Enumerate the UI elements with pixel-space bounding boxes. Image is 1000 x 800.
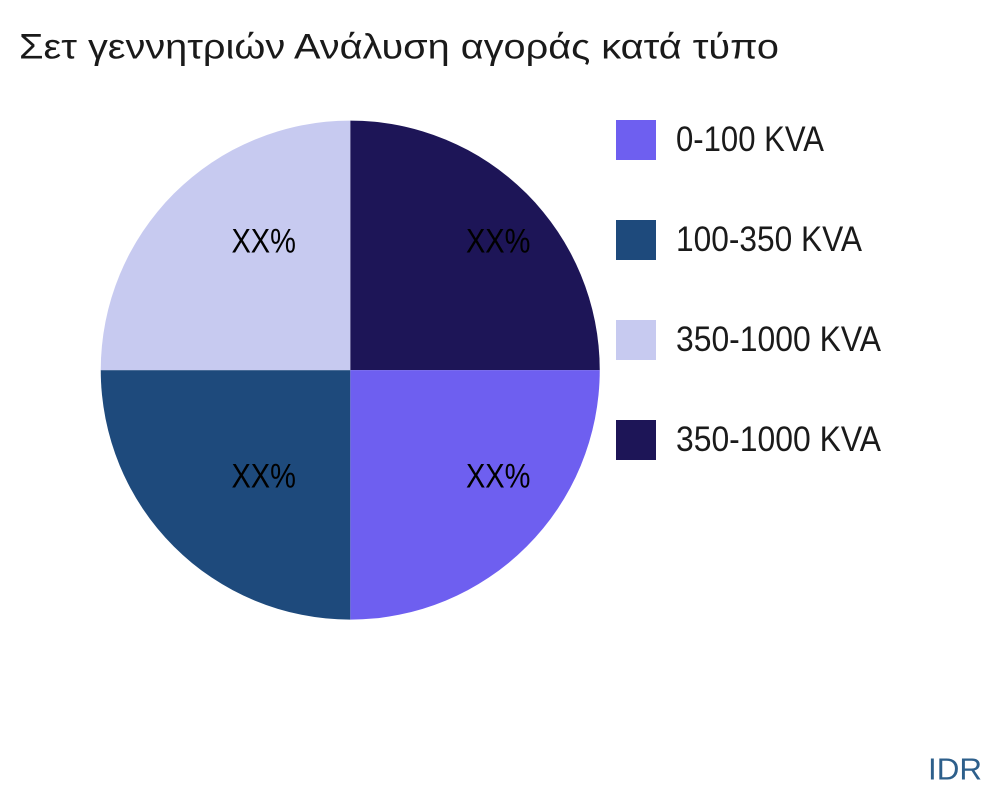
svg-text:100-350 KVA: 100-350 KVA [676, 220, 863, 259]
svg-text:XX%: XX% [231, 223, 296, 261]
svg-text:IDR: IDR [928, 752, 982, 787]
svg-text:350-1000 KVA: 350-1000 KVA [676, 320, 882, 359]
svg-text:XX%: XX% [466, 458, 531, 496]
svg-text:Σετ γεννητριών Ανάλυση αγοράς: Σετ γεννητριών Ανάλυση αγοράς κατά τύπο [19, 28, 779, 67]
svg-text:XX%: XX% [231, 458, 296, 496]
svg-text:350-1000 KVA: 350-1000 KVA [676, 420, 882, 459]
svg-text:0-100 KVA: 0-100 KVA [676, 120, 825, 159]
svg-text:XX%: XX% [466, 223, 531, 261]
